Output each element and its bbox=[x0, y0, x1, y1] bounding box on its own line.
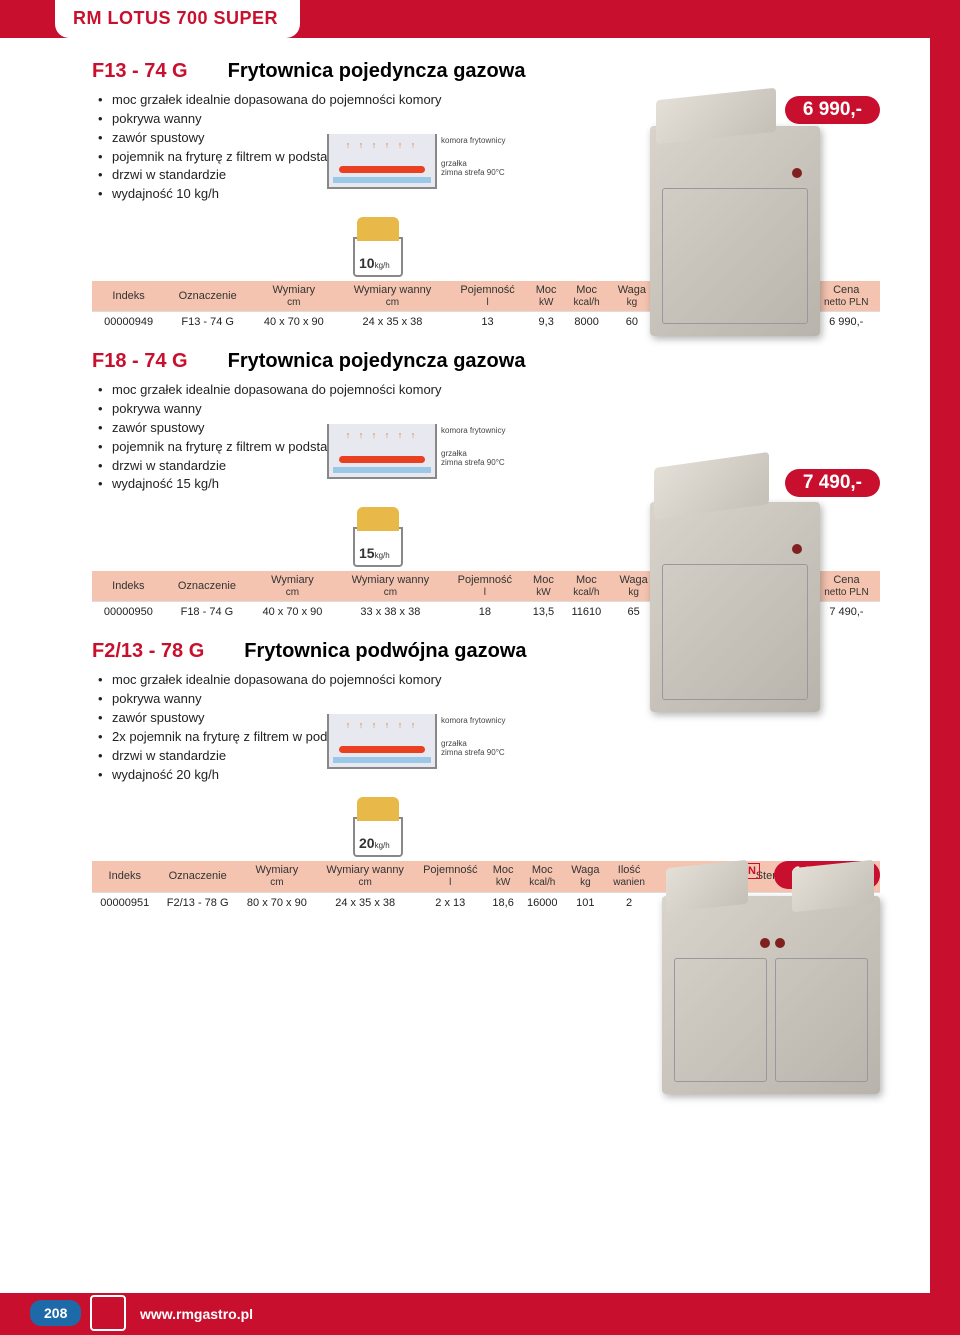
table-header: MockW bbox=[525, 571, 563, 602]
table-header: Indeks bbox=[92, 281, 165, 312]
table-cell: 101 bbox=[564, 892, 606, 913]
feature-item: wydajność 20 kg/h bbox=[96, 766, 880, 785]
header-title: RM LOTUS 700 SUPER bbox=[73, 8, 278, 28]
table-header: Pojemnośćl bbox=[414, 861, 486, 892]
table-cell: 8000 bbox=[565, 312, 609, 333]
table-cell: 18 bbox=[445, 602, 525, 623]
table-cell: 00000950 bbox=[92, 602, 165, 623]
table-header: Ilośćwanien bbox=[606, 861, 652, 892]
table-header: Oznaczenie bbox=[165, 281, 250, 312]
table-cell: 13,5 bbox=[525, 602, 563, 623]
table-cell: 18,6 bbox=[486, 892, 520, 913]
table-header: Wymiary wannycm bbox=[316, 861, 414, 892]
capacity-icon: 10kg/h bbox=[345, 207, 415, 277]
table-cell: 16000 bbox=[520, 892, 564, 913]
table-header: Mockcal/h bbox=[520, 861, 564, 892]
product-title: Frytownica pojedyncza gazowa bbox=[228, 60, 526, 83]
table-header: Wagakg bbox=[564, 861, 606, 892]
table-cell: 24 x 35 x 38 bbox=[337, 312, 447, 333]
header-tab: RM LOTUS 700 SUPER bbox=[55, 0, 300, 38]
feature-item: moc grzałek idealnie dopasowana do pojem… bbox=[96, 91, 880, 110]
capacity-value: 10kg/h bbox=[359, 255, 390, 271]
diag-label: komora frytownicy bbox=[441, 716, 531, 725]
table-cell: 40 x 70 x 90 bbox=[250, 312, 337, 333]
feature-item: pokrywa wanny bbox=[96, 400, 880, 419]
table-header: Indeks bbox=[92, 571, 165, 602]
diag-label: grzałka bbox=[441, 449, 531, 458]
cross-section-diagram: ↑ ↑ ↑ ↑ ↑ ↑komora frytownicygrzałkazimna… bbox=[327, 424, 437, 479]
table-header: Wagakg bbox=[609, 281, 656, 312]
table-header: Wymiary wannycm bbox=[336, 571, 445, 602]
feature-item: wydajność 10 kg/h bbox=[96, 185, 880, 204]
table-cell: 2 x 13 bbox=[414, 892, 486, 913]
feature-item: wydajność 15 kg/h bbox=[96, 475, 880, 494]
table-header: Wymiarycm bbox=[250, 281, 337, 312]
capacity-value: 15kg/h bbox=[359, 545, 390, 561]
diag-label: zimna strefa 90°C bbox=[441, 168, 531, 177]
product-title: Frytownica podwójna gazowa bbox=[244, 640, 526, 663]
footer-logo-icon bbox=[90, 1295, 126, 1331]
diag-label: komora frytownicy bbox=[441, 136, 531, 145]
table-cell: 11610 bbox=[562, 602, 610, 623]
product-title: Frytownica pojedyncza gazowa bbox=[228, 350, 526, 373]
diag-label: komora frytownicy bbox=[441, 426, 531, 435]
cross-section-diagram: ↑ ↑ ↑ ↑ ↑ ↑komora frytownicygrzałkazimna… bbox=[327, 714, 437, 769]
capacity-value: 20kg/h bbox=[359, 835, 390, 851]
table-header: Pojemnośćl bbox=[445, 571, 525, 602]
feature-item: moc grzałek idealnie dopasowana do pojem… bbox=[96, 381, 880, 400]
table-cell: 24 x 35 x 38 bbox=[316, 892, 414, 913]
table-header: MockW bbox=[528, 281, 565, 312]
table-cell: F2/13 - 78 G bbox=[158, 892, 238, 913]
content-area: 6 990,-F13 - 74 GFrytownica pojedyncza g… bbox=[40, 38, 910, 1293]
feature-item: pokrywa wanny bbox=[96, 690, 880, 709]
table-cell: 00000951 bbox=[92, 892, 158, 913]
table-header: Wymiarycm bbox=[238, 861, 316, 892]
table-cell: 2 bbox=[606, 892, 652, 913]
table-cell: 00000949 bbox=[92, 312, 165, 333]
product-block: F2/13 - 78 G Frytownica podwójna gazowa mo… bbox=[92, 640, 880, 912]
table-header: Oznaczenie bbox=[158, 861, 238, 892]
table-header: Mockcal/h bbox=[562, 571, 610, 602]
model-code: F13 - 74 G bbox=[92, 60, 188, 83]
table-header: MockW bbox=[486, 861, 520, 892]
table-header: Oznaczenie bbox=[165, 571, 249, 602]
diag-label: zimna strefa 90°C bbox=[441, 458, 531, 467]
appliance-illustration bbox=[662, 896, 882, 1094]
table-header: Wymiarycm bbox=[249, 571, 336, 602]
cross-section-diagram: ↑ ↑ ↑ ↑ ↑ ↑komora frytownicygrzałkazimna… bbox=[327, 134, 437, 189]
table-cell: 33 x 38 x 38 bbox=[336, 602, 445, 623]
footer-url: www.rmgastro.pl bbox=[140, 1306, 253, 1322]
feature-item: pokrywa wanny bbox=[96, 110, 880, 129]
table-header: Mockcal/h bbox=[565, 281, 609, 312]
table-header: Indeks bbox=[92, 861, 158, 892]
border-right bbox=[930, 0, 960, 1335]
page-number: 208 bbox=[30, 1300, 81, 1326]
table-cell: 80 x 70 x 90 bbox=[238, 892, 316, 913]
model-code: F18 - 74 G bbox=[92, 350, 188, 373]
capacity-icon: 20kg/h bbox=[345, 787, 415, 857]
table-cell: 13 bbox=[447, 312, 527, 333]
capacity-icon: 15kg/h bbox=[345, 497, 415, 567]
table-cell: 40 x 70 x 90 bbox=[249, 602, 336, 623]
feature-item: moc grzałek idealnie dopasowana do pojem… bbox=[96, 671, 880, 690]
table-cell: F18 - 74 G bbox=[165, 602, 249, 623]
diag-label: zimna strefa 90°C bbox=[441, 748, 531, 757]
table-header: Pojemnośćl bbox=[447, 281, 527, 312]
table-header: Wymiary wannycm bbox=[337, 281, 447, 312]
model-code: F2/13 - 78 G bbox=[92, 640, 204, 663]
diag-label: grzałka bbox=[441, 159, 531, 168]
table-cell: F13 - 74 G bbox=[165, 312, 250, 333]
diag-label: grzałka bbox=[441, 739, 531, 748]
table-cell: 9,3 bbox=[528, 312, 565, 333]
table-cell: 60 bbox=[609, 312, 656, 333]
